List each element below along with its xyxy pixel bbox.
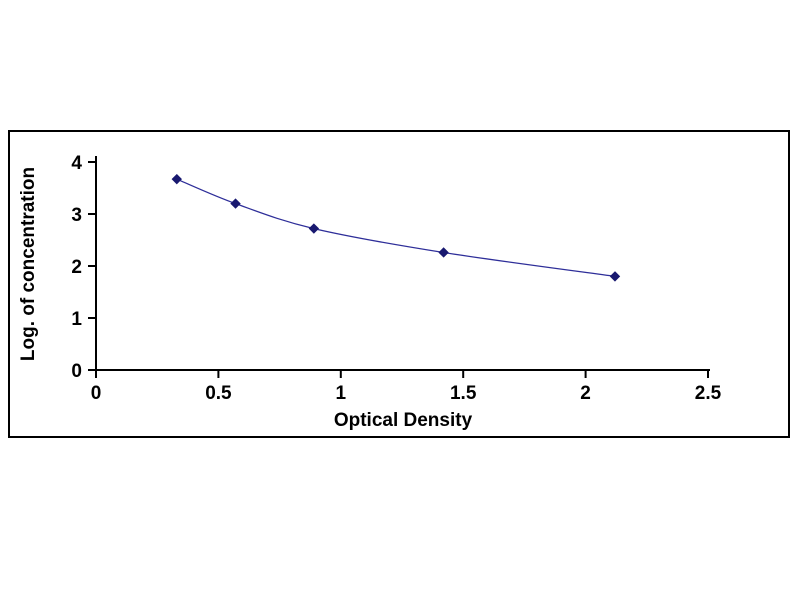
- standard-curve-chart-frame: 0 1 2 3 4 0 0.5 1 1.5 2 2.5 Optical Density Log. o…: [8, 130, 790, 438]
- x-tick-label: 0: [91, 383, 102, 404]
- chart-canvas: 0 1 2 3 4 0 0.5 1 1.5 2 2.5 Optical Density Log. o…: [18, 153, 722, 431]
- y-tick-label: 2: [71, 257, 82, 278]
- x-axis-label: Optical Density: [334, 410, 473, 431]
- x-tick-label: 2.5: [695, 383, 722, 404]
- y-tick-label: 1: [71, 309, 82, 330]
- data-point-marker: [609, 271, 621, 282]
- y-tick-label: 4: [71, 153, 82, 174]
- data-point-marker: [308, 223, 320, 234]
- y-tick-label: 0: [71, 361, 82, 382]
- y-axis-label: Log. of concentration: [18, 167, 39, 361]
- x-tick-label: 2: [580, 383, 591, 404]
- x-tick-label: 1.5: [450, 383, 477, 404]
- y-tick-label: 3: [71, 205, 82, 226]
- curve-line: [176, 178, 616, 278]
- plot-layer: 0 1 2 3 4 0 0.5 1 1.5 2 2.5: [71, 153, 721, 404]
- data-point-marker: [230, 198, 241, 209]
- x-tick-label: 1: [336, 383, 347, 404]
- data-point-marker: [438, 247, 449, 258]
- data-point-marker: [171, 173, 182, 185]
- x-tick-label: 0.5: [205, 383, 232, 404]
